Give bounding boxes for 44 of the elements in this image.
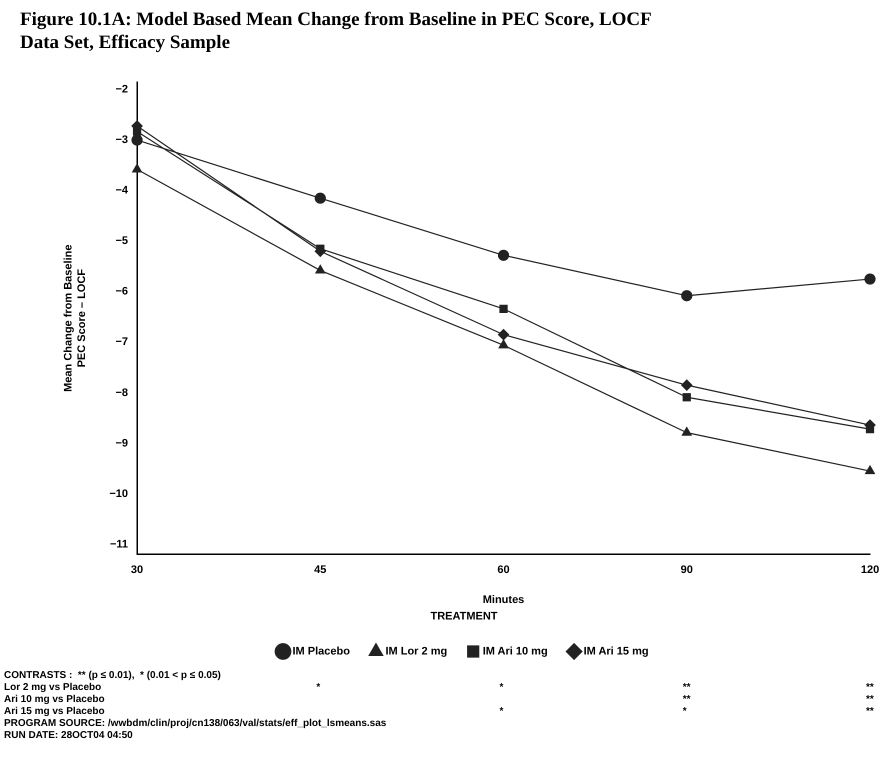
legend-label: IM Placebo (292, 646, 350, 658)
x-tick-label: 120 (860, 564, 880, 576)
y-tick-label: −8 (116, 386, 128, 399)
y-tick-label: −3 (116, 134, 128, 146)
point (681, 380, 692, 391)
x-tick-label: 90 (680, 564, 693, 576)
x-tick-label: 30 (130, 564, 144, 576)
point (499, 304, 508, 313)
point (131, 134, 143, 146)
legend-title: TREATMENT (430, 610, 498, 622)
y-tick-label: −9 (116, 437, 128, 450)
x-tick-label: 60 (497, 564, 510, 576)
y-tick-label: −10 (109, 488, 128, 500)
text: PROGRAM SOURCE: /wwbdm/clin/proj/cn138/063/val/stats/eff_plot_lsmeans.sas (3, 718, 388, 730)
text: CONTRASTS : ** (p ≤ 0.01), * (0.01 < p ≤ 0.05) (3, 670, 222, 682)
y-tick-label: −7 (116, 336, 128, 348)
point (864, 273, 876, 285)
chart-title: Figure 10.1A: Model Based Mean Change from Baseline in PEC Score, LOCF Data Set, Efficacy Sample (20, 8, 652, 54)
y-tick-label: −4 (116, 184, 129, 197)
y-tick-label: −11 (110, 538, 128, 550)
point (316, 244, 324, 253)
y-tick-label: −2 (116, 84, 128, 96)
x-tick-label: 45 (314, 564, 326, 576)
point (682, 427, 692, 436)
point (132, 164, 142, 173)
point (498, 340, 508, 348)
point (682, 393, 691, 402)
point (865, 465, 875, 474)
legend-label: IM Ari 10 mg (482, 646, 548, 658)
y-tick-label: −5 (116, 235, 128, 248)
text: Lor 2 mg vs Placebo * * ** ** (3, 682, 875, 694)
text: Ari 15 mg vs Placebo * * ** (3, 706, 875, 718)
y-axis-title: Mean Change from Baseline PEC Score – LOCF (62, 244, 88, 392)
point (315, 264, 326, 274)
point (314, 192, 326, 204)
x-axis-title: Minutes (482, 594, 524, 606)
y-tick-label: −6 (116, 286, 128, 298)
legend-label: IM Lor 2 mg (385, 646, 448, 658)
point (498, 329, 510, 340)
text: RUN DATE: 28OCT04 04:50 (3, 730, 134, 742)
point (498, 250, 510, 261)
text: Ari 10 mg vs Placebo ** ** (3, 694, 875, 706)
legend-label: IM Ari 15 mg (584, 646, 649, 658)
point (681, 290, 692, 302)
